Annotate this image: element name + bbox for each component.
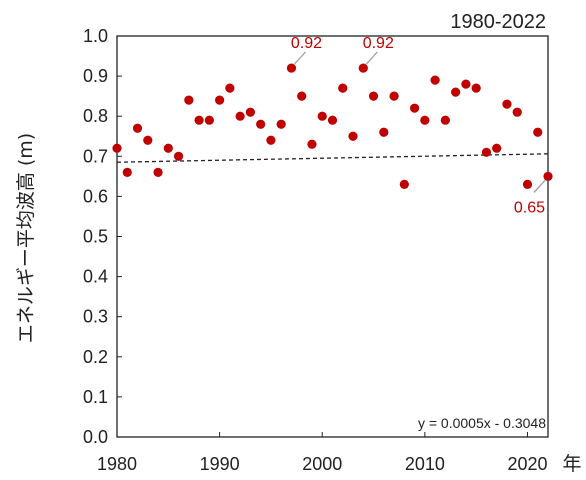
- data-point: [143, 135, 153, 145]
- data-point: [399, 179, 409, 189]
- trendline: [116, 153, 549, 163]
- data-point: [481, 147, 492, 157]
- data-point: [430, 75, 440, 85]
- data-point: [122, 167, 132, 177]
- x-tick-label: 1980: [97, 454, 137, 474]
- plot-frame: [116, 35, 549, 438]
- data-point: [543, 171, 553, 181]
- y-tick-label: 0.4: [83, 267, 108, 287]
- data-point: [379, 127, 389, 137]
- callout-label: 0.65: [514, 199, 545, 216]
- data-point: [194, 115, 204, 125]
- callout-label: 0.92: [291, 35, 322, 52]
- callout-leader: [533, 179, 546, 193]
- data-point: [461, 79, 471, 89]
- y-tick-label: 0.8: [83, 106, 108, 126]
- y-tick-label: 0.3: [83, 307, 108, 327]
- data-point: [451, 87, 461, 97]
- data-point: [522, 179, 533, 189]
- callout-leader: [293, 51, 306, 65]
- data-point: [225, 83, 235, 93]
- data-point: [132, 123, 143, 133]
- tick-labels: 0.0 0.1 0.2 0.3 0.4 0.5 0.6 0.7 0.8 0.9 1.0 1980 199…: [83, 26, 548, 474]
- data-point: [389, 91, 399, 101]
- y-tick-label: 0.5: [83, 227, 108, 247]
- callout-label: 0.92: [363, 35, 394, 52]
- y-tick-label: 0.7: [83, 146, 108, 166]
- x-unit-label: 年: [562, 453, 581, 475]
- data-point: [358, 63, 368, 73]
- data-point: [173, 151, 184, 161]
- callouts: 0.92 0.92 0.65: [291, 35, 546, 216]
- data-point: [276, 119, 286, 129]
- data-point: [338, 83, 348, 93]
- data-point: [317, 111, 327, 121]
- data-point: [327, 115, 338, 125]
- data-point: [471, 83, 481, 93]
- trendline-path: [116, 153, 549, 163]
- data-point: [307, 139, 317, 149]
- y-tick-label: 0.0: [83, 427, 108, 447]
- data-point: [256, 119, 266, 129]
- data-point: [266, 135, 276, 145]
- y-tick-label: 0.2: [83, 347, 108, 367]
- data-point: [409, 103, 420, 113]
- data-point: [245, 107, 256, 117]
- data-point: [502, 99, 512, 109]
- x-tick-label: 2010: [405, 454, 445, 474]
- data-point: [492, 143, 502, 153]
- y-tick-label: 1.0: [83, 26, 108, 46]
- period-label: 1980-2022: [450, 11, 546, 33]
- axes: [116, 35, 549, 438]
- data-point: [286, 63, 297, 73]
- data-point: [368, 91, 379, 101]
- data-point: [163, 143, 173, 153]
- callout-leader: [365, 51, 378, 65]
- data-point: [184, 95, 194, 105]
- y-tick-label: 0.9: [83, 66, 108, 86]
- y-axis-label: エネルギー平均波高 (m): [15, 133, 37, 343]
- data-point: [440, 115, 450, 125]
- y-tick-label: 0.6: [83, 186, 108, 206]
- trend-equation: y = 0.0005x - 0.3048: [418, 415, 546, 431]
- data-point: [348, 131, 358, 141]
- data-point: [204, 115, 214, 125]
- data-points: [112, 63, 553, 189]
- data-point: [215, 95, 225, 105]
- x-tick-label: 2000: [302, 454, 342, 474]
- data-point: [153, 167, 163, 177]
- x-tick-label: 2020: [507, 454, 547, 474]
- y-tick-label: 0.1: [83, 387, 108, 407]
- data-point: [297, 91, 307, 101]
- x-tick-label: 1990: [200, 454, 240, 474]
- data-point: [512, 107, 522, 117]
- data-point: [420, 115, 430, 125]
- data-point: [112, 143, 122, 153]
- data-point: [533, 127, 543, 137]
- data-point: [235, 111, 245, 121]
